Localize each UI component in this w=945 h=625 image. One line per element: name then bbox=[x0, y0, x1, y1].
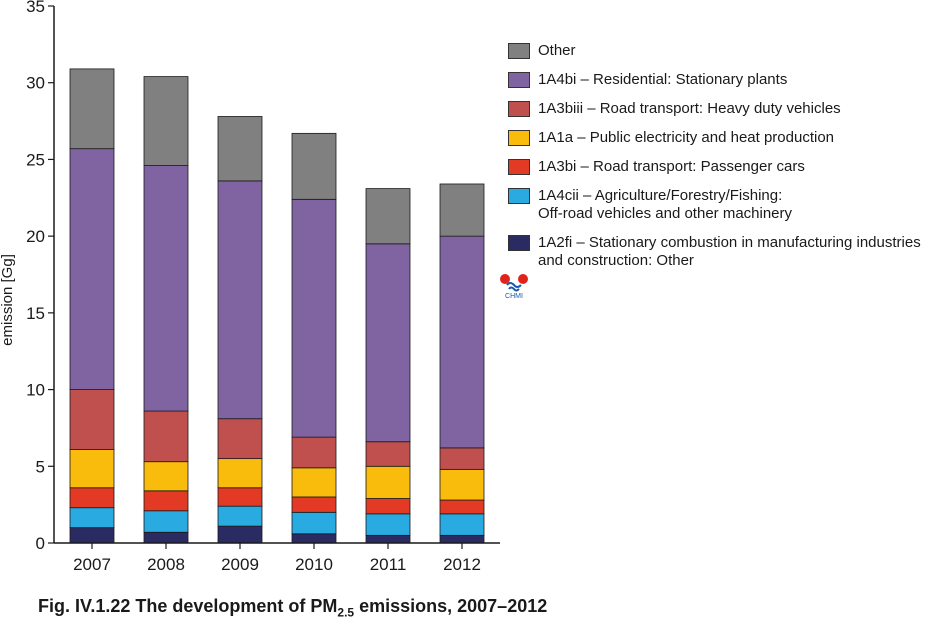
bar-segment-2010-s0 bbox=[291, 533, 337, 544]
bar-segment-2012-s2 bbox=[439, 499, 485, 515]
bar-segment-2008-s4 bbox=[143, 410, 189, 463]
chmi-logo-text: CHMI bbox=[505, 293, 523, 300]
legend-label: Other bbox=[538, 42, 945, 60]
legend-label: 1A1a – Public electricity and heat produ… bbox=[538, 129, 945, 147]
legend-swatch bbox=[508, 159, 530, 175]
bar-segment-2011-s4 bbox=[365, 441, 411, 467]
bars-group bbox=[69, 68, 485, 544]
caption-suffix: emissions, 2007–2012 bbox=[354, 596, 548, 616]
x-tick-label-2011: 2011 bbox=[370, 555, 407, 574]
bar-segment-2009-s0 bbox=[217, 525, 263, 544]
legend-swatch bbox=[508, 235, 530, 251]
legend-item: 1A4bi – Residential: Stationary plants bbox=[508, 71, 945, 89]
x-tick-label-2007: 2007 bbox=[73, 555, 111, 574]
legend-label-line1: 1A3bi – Road transport: Passenger cars bbox=[538, 158, 805, 175]
bar-segment-2011-s6 bbox=[365, 188, 411, 245]
bar-segment-2008-s5 bbox=[143, 165, 189, 412]
legend-item: 1A4cii – Agriculture/Forestry/Fishing: Of… bbox=[508, 187, 945, 223]
legend-swatch bbox=[508, 101, 530, 117]
bar-segment-2010-s5 bbox=[291, 198, 337, 438]
bar-segment-2011-s5 bbox=[365, 243, 411, 443]
x-tick-label-2012: 2012 bbox=[443, 555, 481, 574]
legend-label: 1A3bi – Road transport: Passenger cars bbox=[538, 158, 945, 176]
y-tick-label: 35 bbox=[26, 0, 45, 16]
legend-label: 1A3biii – Road transport: Heavy duty veh… bbox=[538, 100, 945, 118]
bar-segment-2007-s2 bbox=[69, 487, 115, 509]
caption-subscript: 2.5 bbox=[337, 605, 355, 620]
bar-segment-2009-s3 bbox=[217, 458, 263, 489]
bar-segment-2007-s0 bbox=[69, 527, 115, 544]
bar-segment-2011-s2 bbox=[365, 498, 411, 515]
bar-segment-2010-s6 bbox=[291, 132, 337, 200]
legend-item: 1A3bi – Road transport: Passenger cars bbox=[508, 158, 945, 176]
bar-segment-2012-s6 bbox=[439, 183, 485, 237]
legend-label-line2: and construction: Other bbox=[538, 252, 694, 269]
bar-segment-2010-s4 bbox=[291, 436, 337, 469]
bar-segment-2012-s4 bbox=[439, 447, 485, 470]
y-tick-label: 0 bbox=[36, 534, 45, 553]
bar-segment-2012-s0 bbox=[439, 534, 485, 544]
legend-swatch bbox=[508, 43, 530, 59]
bar-segment-2007-s3 bbox=[69, 449, 115, 489]
legend-item: Other bbox=[508, 42, 945, 60]
bar-segment-2010-s2 bbox=[291, 496, 337, 513]
bar-segment-2008-s1 bbox=[143, 510, 189, 533]
y-tick-label: 25 bbox=[26, 150, 45, 169]
bar-segment-2008-s2 bbox=[143, 490, 189, 512]
x-tick-label-2008: 2008 bbox=[147, 555, 185, 574]
legend-label: 1A4bi – Residential: Stationary plants bbox=[538, 71, 945, 89]
bar-segment-2007-s5 bbox=[69, 148, 115, 390]
bar-segment-2009-s6 bbox=[217, 116, 263, 182]
y-tick-label: 15 bbox=[26, 304, 45, 323]
bar-segment-2012-s3 bbox=[439, 468, 485, 501]
bar-segment-2009-s1 bbox=[217, 505, 263, 527]
bar-segment-2008-s3 bbox=[143, 461, 189, 492]
y-tick-label: 5 bbox=[36, 457, 45, 476]
legend-item: 1A1a – Public electricity and heat produ… bbox=[508, 129, 945, 147]
bar-segment-2010-s3 bbox=[291, 467, 337, 498]
caption-prefix: Fig. IV.1.22 The development of PM bbox=[38, 596, 338, 616]
legend-label-line1: 1A1a – Public electricity and heat produ… bbox=[538, 129, 835, 146]
legend-label-line1: 1A4bi – Residential: Stationary plants bbox=[538, 71, 788, 88]
legend-label: 1A4cii – Agriculture/Forestry/Fishing: Of… bbox=[538, 187, 945, 223]
bar-segment-2009-s2 bbox=[217, 487, 263, 507]
legend-label-line1: 1A3biii – Road transport: Heavy duty veh… bbox=[538, 100, 841, 117]
bar-segment-2007-s4 bbox=[69, 389, 115, 450]
legend-label-line1: 1A4cii – Agriculture/Forestry/Fishing: bbox=[538, 187, 783, 204]
bar-segment-2012-s5 bbox=[439, 235, 485, 449]
legend-item: 1A2fi – Stationary combustion in manufac… bbox=[508, 234, 945, 270]
bar-segment-2009-s4 bbox=[217, 418, 263, 460]
legend-label-line2: Off-road vehicles and other machinery bbox=[538, 205, 793, 222]
legend-label-line1: 1A2fi – Stationary combustion in manufac… bbox=[538, 234, 921, 251]
y-tick-label: 30 bbox=[26, 74, 45, 93]
bar-segment-2007-s1 bbox=[69, 507, 115, 529]
y-ticks: 0 5 10 15 20 25 30 35 bbox=[26, 0, 54, 553]
x-tick-label-2009: 2009 bbox=[221, 555, 259, 574]
y-axis-label: emission [Gg] bbox=[0, 254, 16, 346]
legend-label-line1: Other bbox=[538, 42, 576, 59]
legend-swatch bbox=[508, 188, 530, 204]
x-tick-label-2010: 2010 bbox=[295, 555, 333, 574]
y-tick-label: 10 bbox=[26, 381, 45, 400]
bar-segment-2008-s0 bbox=[143, 531, 189, 544]
bar-segment-2012-s1 bbox=[439, 513, 485, 536]
legend-swatch bbox=[508, 130, 530, 146]
chmi-logo-icon bbox=[500, 274, 528, 292]
legend-item: 1A3biii – Road transport: Heavy duty veh… bbox=[508, 100, 945, 118]
legend-label: 1A2fi – Stationary combustion in manufac… bbox=[538, 234, 945, 270]
y-tick-label: 20 bbox=[26, 227, 45, 246]
bar-segment-2009-s5 bbox=[217, 180, 263, 420]
bar-segment-2010-s1 bbox=[291, 511, 337, 535]
chmi-logo: CHMI bbox=[498, 272, 530, 306]
bar-segment-2011-s0 bbox=[365, 534, 411, 544]
bar-segment-2008-s6 bbox=[143, 76, 189, 166]
legend-swatch bbox=[508, 72, 530, 88]
bar-segment-2007-s6 bbox=[69, 68, 115, 150]
bar-segment-2011-s1 bbox=[365, 513, 411, 536]
bar-segment-2011-s3 bbox=[365, 465, 411, 499]
x-ticks: 2007 2008 2009 2010 2011 2012 bbox=[73, 543, 481, 574]
legend: Other 1A4bi – Residential: Stationary pl… bbox=[508, 42, 945, 270]
figure-caption: Fig. IV.1.22 The development of PM2.5 em… bbox=[38, 596, 547, 620]
